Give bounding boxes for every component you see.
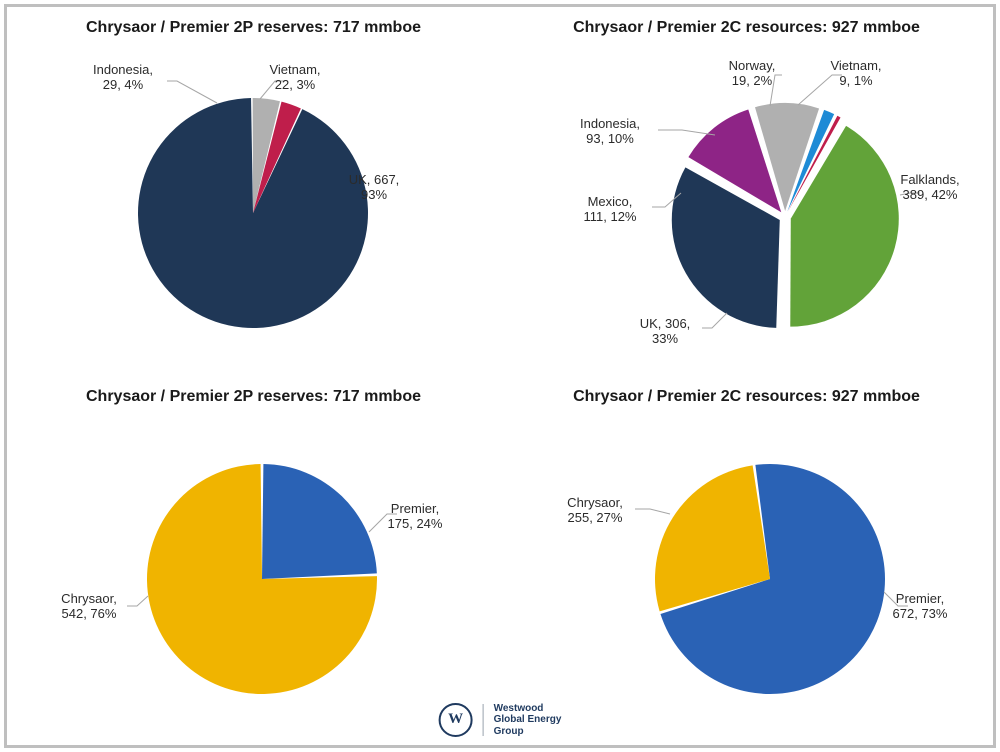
leader-line [635,509,670,514]
panel-top-left: Chrysaor / Premier 2P reserves: 717 mmbo… [7,7,500,376]
leader-line [167,81,217,103]
pie-chart [510,414,983,725]
logo: W Westwood Global Energy Group [439,703,562,738]
leader-line [702,313,727,328]
slice-label-vietnam: Vietnam,9, 1% [830,59,881,89]
slice-label-falklands: Falklands,389, 42% [900,173,959,203]
leader-line [658,130,715,135]
chart-title: Chrysaor / Premier 2C resources: 927 mmb… [510,388,983,406]
pie-chart [17,45,490,356]
chart-title: Chrysaor / Premier 2C resources: 927 mmb… [510,19,983,37]
chart-title: Chrysaor / Premier 2P reserves: 717 mmbo… [17,19,490,37]
logo-divider [483,704,484,736]
slice-label-mexico: Mexico,111, 12% [583,195,636,225]
logo-text: Westwood Global Energy Group [494,703,562,738]
slice-label-norway: Norway,19, 2% [729,59,776,89]
chart-area: Premier,672, 73% Chrysaor,255, 27% [510,414,983,725]
chart-area: Falklands,389, 42% UK, 306,33% Mexico,111,… [510,45,983,356]
chart-area: UK, 667,93% Indonesia,29, 4% Vietnam,22, 3… [17,45,490,356]
chart-frame: Chrysaor / Premier 2P reserves: 717 mmbo… [4,4,996,748]
slice-label-uk: UK, 306,33% [640,317,691,347]
slice-label-vietnam: Vietnam,22, 3% [269,63,320,93]
logo-icon: W [439,703,473,737]
logo-line3: Group [494,726,562,738]
slice-label-indonesia: Indonesia,93, 10% [580,117,640,147]
leader-line [127,596,148,606]
slice-label-indonesia: Indonesia,29, 4% [93,63,153,93]
slice-label-chrysaor: Chrysaor,255, 27% [567,496,623,526]
chart-grid: Chrysaor / Premier 2P reserves: 717 mmbo… [7,7,993,745]
panel-bottom-right: Chrysaor / Premier 2C resources: 927 mmb… [500,376,993,745]
pie-chart [17,414,490,725]
panel-top-right: Chrysaor / Premier 2C resources: 927 mmb… [500,7,993,376]
pie-slice-premier [262,464,377,579]
slice-label-chrysaor: Chrysaor,542, 76% [61,592,117,622]
chart-area: Premier,175, 24% Chrysaor,542, 76% [17,414,490,725]
logo-letter: W [448,711,463,728]
logo-line1: Westwood [494,703,562,715]
chart-title: Chrysaor / Premier 2P reserves: 717 mmbo… [17,388,490,406]
logo-line2: Global Energy [494,714,562,726]
pie-slice-falklands [790,126,899,327]
slice-label-premier: Premier,672, 73% [893,592,948,622]
panel-bottom-left: Chrysaor / Premier 2P reserves: 717 mmbo… [7,376,500,745]
slice-label-uk: UK, 667,93% [349,173,400,203]
slice-label-premier: Premier,175, 24% [388,502,443,532]
